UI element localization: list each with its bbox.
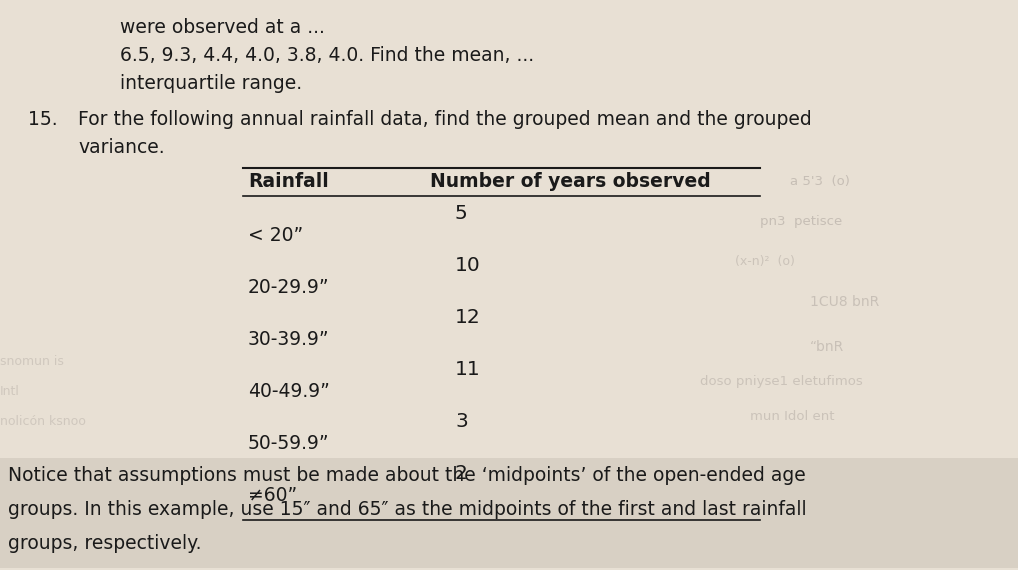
Text: ≠60”: ≠60” xyxy=(248,486,297,505)
Text: 20-29.9”: 20-29.9” xyxy=(248,278,330,297)
Text: 1CU8 bnR: 1CU8 bnR xyxy=(810,295,880,309)
Text: 12: 12 xyxy=(455,308,480,327)
Text: stol do smilse sto: stol do smilse sto xyxy=(420,463,529,476)
Text: 6.5, 9.3, 4.4, 4.0, 3.8, 4.0. Find the mean, ...: 6.5, 9.3, 4.4, 4.0, 3.8, 4.0. Find the m… xyxy=(120,46,534,65)
Text: interquartile range.: interquartile range. xyxy=(120,74,302,93)
Text: a 5'3  (o): a 5'3 (o) xyxy=(790,175,850,188)
Text: 11: 11 xyxy=(455,360,480,379)
Text: 3: 3 xyxy=(455,412,467,431)
Text: groups. In this example, use 15″ and 65″ as the midpoints of the first and last : groups. In this example, use 15″ and 65″… xyxy=(8,500,806,519)
Text: 40-49.9”: 40-49.9” xyxy=(248,382,330,401)
Text: Notice that assumptions must be made about the ‘midpoints’ of the open-ended age: Notice that assumptions must be made abo… xyxy=(8,466,806,485)
Text: 15.: 15. xyxy=(29,110,58,129)
Text: 50-59.9”: 50-59.9” xyxy=(248,434,330,453)
Text: variance.: variance. xyxy=(78,138,165,157)
Text: 5: 5 xyxy=(455,204,467,223)
Text: pn3  petisce: pn3 petisce xyxy=(760,215,842,228)
Text: 30-39.9”: 30-39.9” xyxy=(248,330,330,349)
Text: For the following annual rainfall data, find the grouped mean and the grouped: For the following annual rainfall data, … xyxy=(78,110,811,129)
Text: mun Idol ent: mun Idol ent xyxy=(750,410,835,423)
Text: Rainfall: Rainfall xyxy=(248,172,329,191)
Text: (x-n)²  (o): (x-n)² (o) xyxy=(735,255,795,268)
Text: 2: 2 xyxy=(455,464,468,483)
Text: doso pniyse1 eletufimos: doso pniyse1 eletufimos xyxy=(700,375,862,388)
Text: were observed at a ...: were observed at a ... xyxy=(120,18,325,37)
Text: Intl: Intl xyxy=(0,385,20,398)
Text: Number of years observed: Number of years observed xyxy=(430,172,711,191)
Text: snomun is: snomun is xyxy=(0,355,64,368)
Text: < 20”: < 20” xyxy=(248,226,303,245)
Text: “bnR: “bnR xyxy=(810,340,844,354)
Text: nolicón ksnoo: nolicón ksnoo xyxy=(0,415,86,428)
FancyBboxPatch shape xyxy=(0,458,1018,568)
Text: 10: 10 xyxy=(455,256,480,275)
Text: groups, respectively.: groups, respectively. xyxy=(8,534,202,553)
